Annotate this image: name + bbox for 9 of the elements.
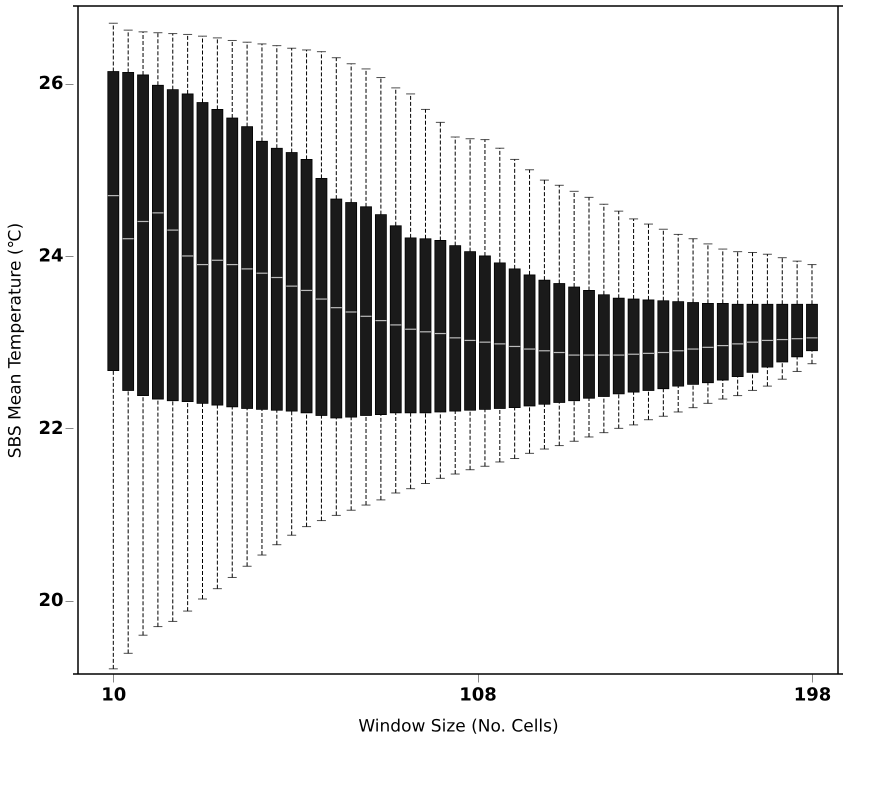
- x-tick-label: 198: [794, 684, 832, 706]
- x-tick-label: 108: [459, 684, 497, 706]
- y-axis-title: SBS Mean Temperature (℃): [5, 222, 26, 458]
- y-tick-label: 24: [38, 245, 64, 266]
- x-axis-title: Window Size (No. Cells): [358, 716, 559, 736]
- y-tick-label: 20: [38, 590, 64, 612]
- y-tick-label: 26: [38, 73, 64, 94]
- x-tick-label: 10: [101, 684, 126, 706]
- y-tick-label: 22: [38, 418, 64, 439]
